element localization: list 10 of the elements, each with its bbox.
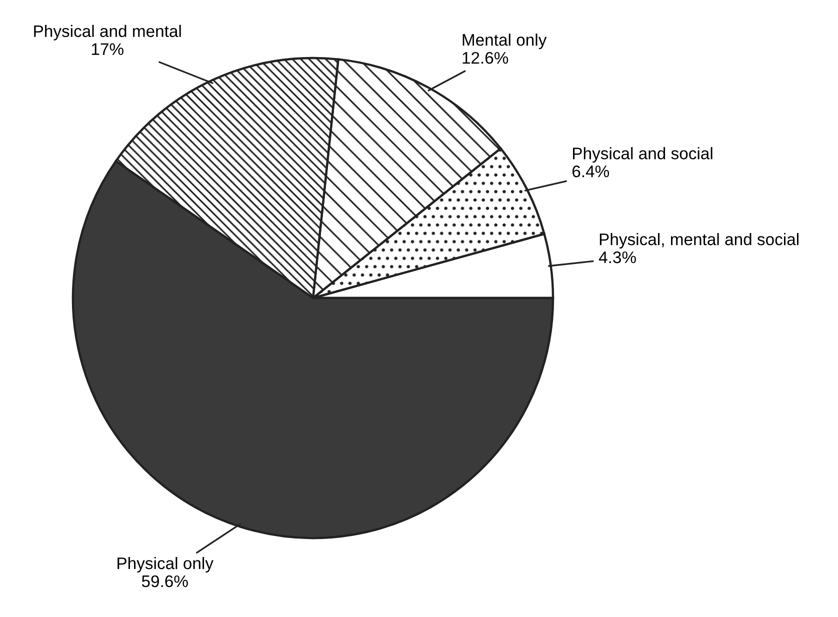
slice-label: Physical, mental and social [600, 233, 798, 249]
slice-label: Physical only [118, 556, 214, 573]
slice-label: Mental only [462, 34, 547, 50]
data-label: 6.4% [572, 166, 610, 178]
data-label: 4.3% [598, 251, 636, 264]
data-label: 59.6% [142, 575, 188, 588]
slice-label: Physical and social [573, 147, 712, 163]
data-label: 17% [92, 43, 124, 55]
slice-label: Physical and mental [34, 24, 181, 40]
data-label: 12.6% [462, 52, 508, 64]
